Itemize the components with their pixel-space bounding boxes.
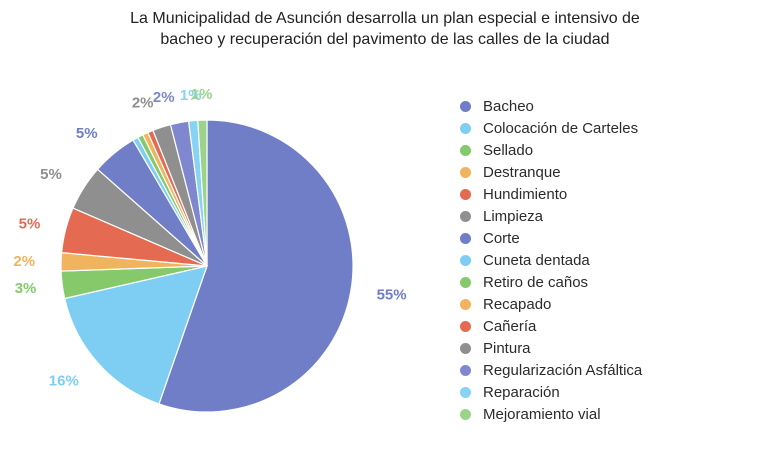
legend-label: Hundimiento	[483, 185, 568, 203]
pie-label-destranque: 2%	[13, 253, 35, 270]
pie-label-bacheo: 55%	[377, 287, 407, 304]
pie-label-reparacion: 1%	[180, 87, 202, 104]
pie-label-pintura: 2%	[132, 95, 154, 112]
chart-title-line-2: bacheo y recuperación del pavimento de l…	[160, 31, 610, 48]
legend-item-colocacion-de-carteles: Colocación de Carteles	[460, 117, 642, 139]
chart-legend: Bacheo Colocación de Carteles Sellado Destr…	[460, 95, 642, 425]
legend-item-regularizacion-asfaltica: Regularización Asfáltica	[460, 359, 642, 381]
legend-label: Reparación	[483, 383, 560, 401]
legend-swatch	[460, 298, 471, 310]
legend-item-bacheo: Bacheo	[460, 95, 642, 117]
pie-slices	[60, 119, 354, 413]
legend-item-mejoramiento-vial: Mejoramiento vial	[460, 403, 642, 425]
pie-label-limpieza: 5%	[40, 166, 62, 183]
chart-title: La Municipalidad de Asunción desarrolla …	[60, 8, 710, 50]
pie-labels: 55%16%3%2%5%5%5%2% 2% 1%1%	[13, 86, 406, 390]
legend-item-retiro-de-canos: Retiro de caños	[460, 271, 642, 293]
legend-item-recapado: Recapado	[460, 293, 642, 315]
legend-swatch	[460, 342, 471, 354]
pie-slice-colocacion-de-carteles	[63, 265, 208, 405]
pie-label-hundimiento: 5%	[19, 216, 41, 233]
pie-label-sellado: 3%	[15, 280, 37, 297]
legend-swatch	[460, 210, 471, 222]
legend-label: Cañería	[483, 317, 537, 335]
legend-swatch	[460, 254, 471, 266]
legend-label: Limpieza	[483, 207, 544, 225]
legend-swatch	[460, 166, 471, 178]
legend-item-destranque: Destranque	[460, 161, 642, 183]
pie-slice-mejoramiento-vial	[197, 119, 208, 267]
legend-label: Cuneta dentada	[483, 251, 590, 269]
chart-title-line-1: La Municipalidad de Asunción desarrolla …	[130, 10, 640, 27]
pie-label-mejoramiento-vial: 1%	[191, 86, 213, 103]
legend-label: Bacheo	[483, 97, 534, 115]
pie-label-regularizacion-asfaltica: 2%	[153, 89, 175, 106]
legend-swatch	[460, 232, 471, 244]
legend-swatch	[460, 386, 471, 398]
legend-label: Destranque	[483, 163, 561, 181]
legend-label: Colocación de Carteles	[483, 119, 639, 137]
legend-swatch	[460, 320, 471, 332]
pie-label-colocacion-de-carteles: 16%	[49, 373, 79, 390]
legend-item-reparacion: Reparación	[460, 381, 642, 403]
legend-item-sellado: Sellado	[460, 139, 642, 161]
legend-item-corte: Corte	[460, 227, 642, 249]
legend-swatch	[460, 188, 471, 200]
legend-swatch	[460, 276, 471, 288]
legend-item-cuneta-dentada: Cuneta dentada	[460, 249, 642, 271]
legend-swatch	[460, 122, 471, 134]
legend-item-caneria: Cañería	[460, 315, 642, 337]
legend-label: Mejoramiento vial	[483, 405, 601, 423]
legend-swatch	[460, 408, 471, 420]
legend-swatch	[460, 144, 471, 156]
legend-label: Retiro de caños	[483, 273, 589, 291]
legend-label: Recapado	[483, 295, 552, 313]
legend-label: Corte	[483, 229, 520, 247]
legend-item-pintura: Pintura	[460, 337, 642, 359]
legend-swatch	[460, 100, 471, 112]
legend-item-hundimiento: Hundimiento	[460, 183, 642, 205]
pie-label-corte: 5%	[76, 125, 98, 142]
legend-item-limpieza: Limpieza	[460, 205, 642, 227]
legend-label: Sellado	[483, 141, 534, 159]
legend-swatch	[460, 364, 471, 376]
legend-label: Pintura	[483, 339, 531, 357]
legend-label: Regularización Asfáltica	[483, 361, 643, 379]
